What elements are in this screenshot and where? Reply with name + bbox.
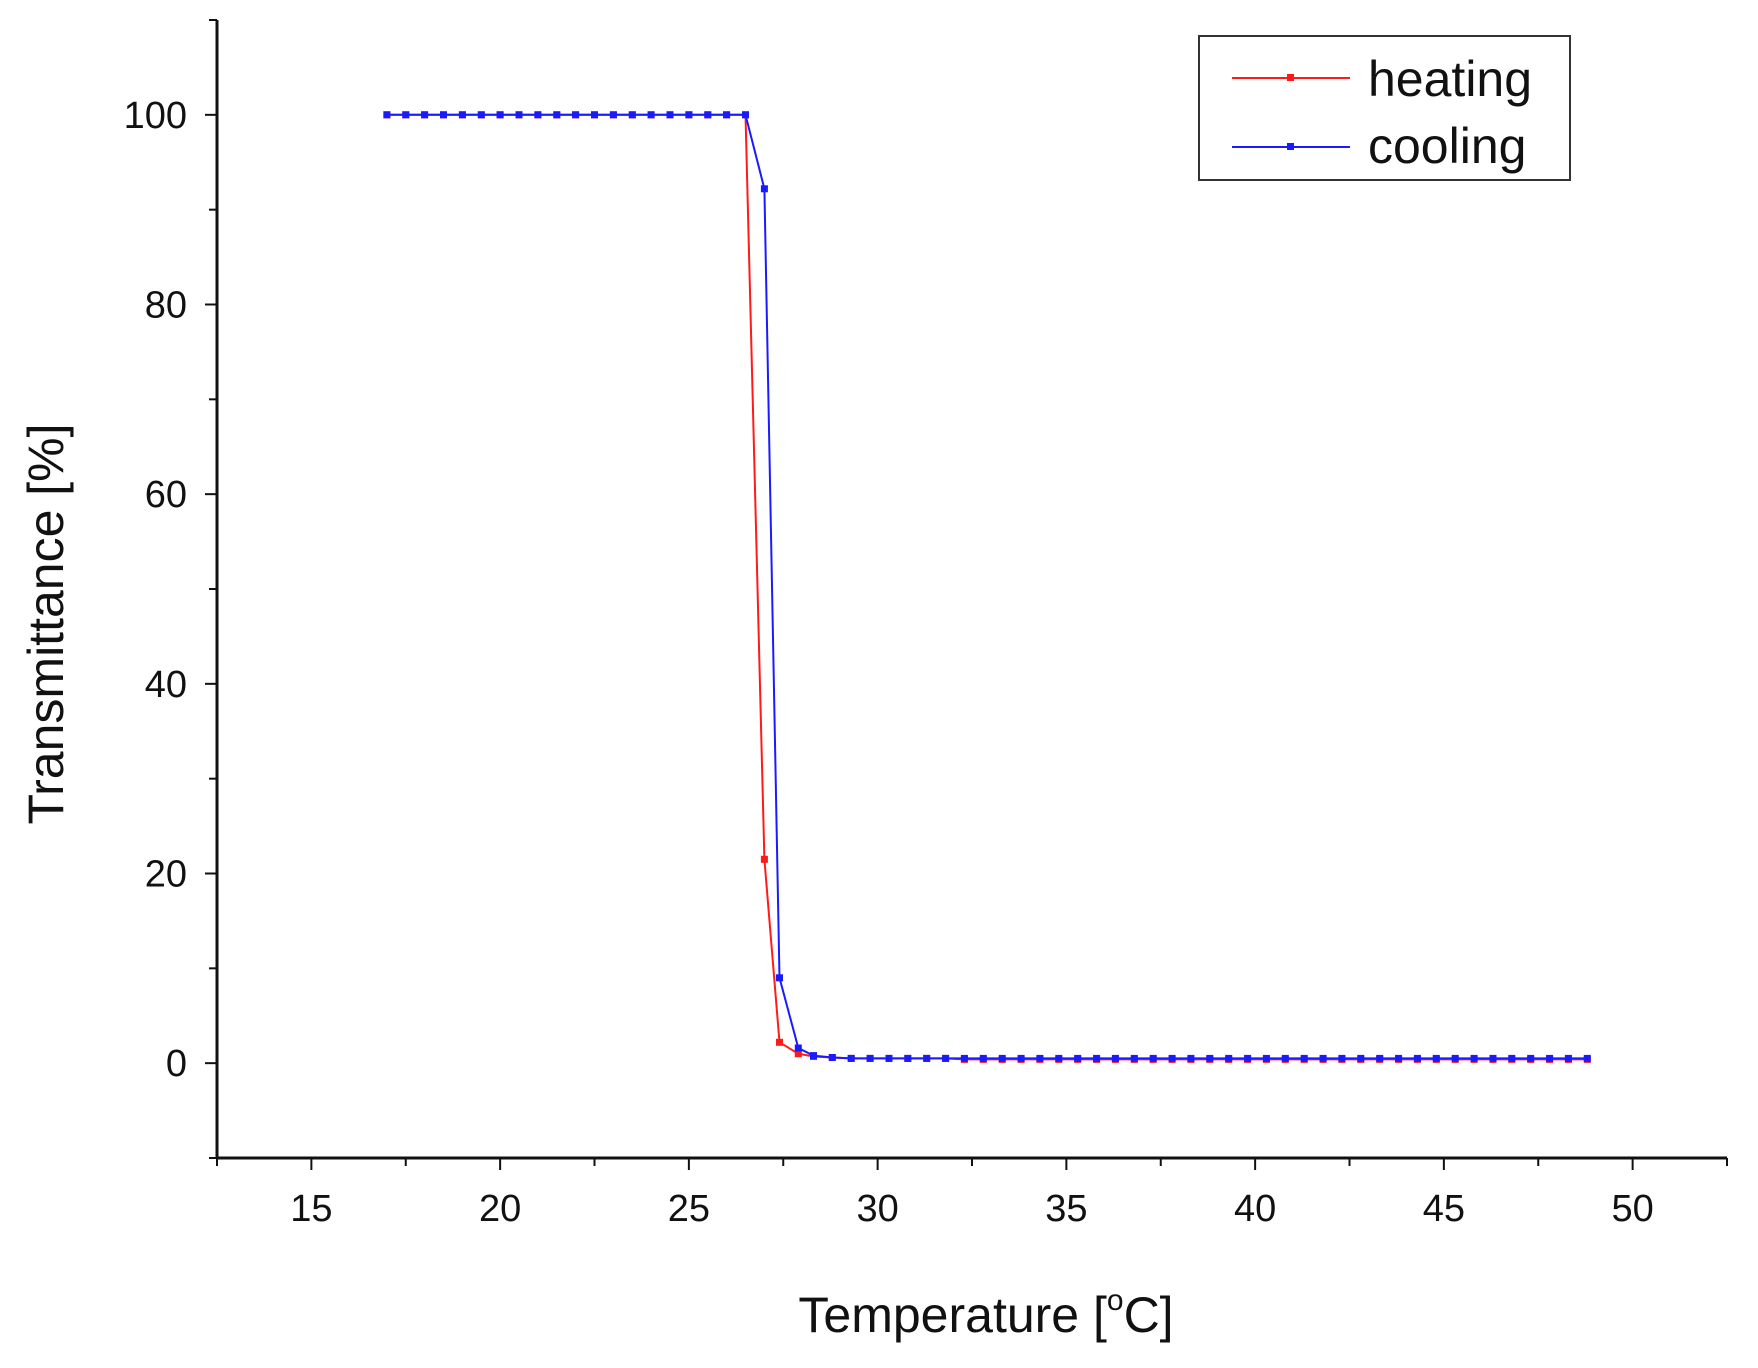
data-point-cooling: [496, 111, 504, 119]
data-point-cooling: [609, 111, 617, 119]
data-point-cooling: [1017, 1054, 1025, 1062]
data-point-cooling: [1300, 1054, 1308, 1062]
data-point-cooling: [515, 111, 523, 119]
data-point-cooling: [1281, 1054, 1289, 1062]
data-point-cooling: [647, 111, 655, 119]
data-point-cooling: [1508, 1054, 1516, 1062]
data-point-cooling: [1583, 1054, 1591, 1062]
data-point-cooling: [402, 111, 410, 119]
x-ticks: 15 20 25 30 35 40 45 50: [216, 1158, 1728, 1230]
data-point-cooling: [776, 974, 783, 982]
data-point-cooling: [1149, 1054, 1157, 1062]
data-point-cooling: [810, 1052, 817, 1060]
y-tick-label: 60: [145, 474, 187, 516]
data-point-cooling: [666, 111, 674, 119]
x-axis-title-unit: C]: [1124, 1287, 1174, 1343]
data-point-cooling: [1225, 1054, 1233, 1062]
data-point-cooling: [742, 111, 749, 119]
data-point-cooling: [421, 111, 429, 119]
legend-box: [1198, 35, 1571, 181]
data-point-cooling: [723, 111, 731, 119]
data-point-cooling: [685, 111, 693, 119]
data-point-cooling: [477, 111, 485, 119]
data-point-cooling: [1432, 1054, 1440, 1062]
data-point-cooling: [1262, 1054, 1270, 1062]
x-axis-title: Temperature [oC]: [798, 1284, 1173, 1343]
x-tick-label: 30: [856, 1188, 898, 1230]
data-point-cooling: [1489, 1054, 1497, 1062]
data-point-cooling: [1244, 1054, 1252, 1062]
data-point-cooling: [942, 1054, 950, 1062]
data-point-cooling: [960, 1054, 968, 1062]
data-point-cooling: [591, 111, 598, 119]
data-point-cooling: [847, 1054, 855, 1062]
y-tick-label: 100: [124, 95, 187, 137]
y-tick-label: 20: [145, 854, 187, 896]
data-point-cooling: [1319, 1054, 1327, 1062]
legend-cooling-label: cooling: [1368, 118, 1526, 174]
y-axis-title: Transmittance [%]: [18, 423, 74, 824]
data-point-cooling: [1187, 1054, 1195, 1062]
data-point-cooling: [1546, 1054, 1554, 1062]
legend-heating-marker: [1287, 74, 1294, 81]
data-point-cooling: [1357, 1054, 1365, 1062]
plot-series: [383, 111, 1591, 1063]
data-point-cooling: [904, 1054, 912, 1062]
data-point-cooling: [866, 1054, 874, 1062]
y-ticks: 0 20 40 60 80 100: [124, 19, 217, 1159]
data-point-cooling: [1206, 1054, 1214, 1062]
data-point-cooling: [1413, 1054, 1421, 1062]
data-point-cooling: [1395, 1054, 1403, 1062]
x-axis-title-degree: o: [1107, 1284, 1124, 1317]
data-point-cooling: [760, 185, 768, 193]
y-tick-label: 80: [145, 285, 187, 327]
y-tick-label: 40: [145, 664, 187, 706]
legend: heating cooling: [1198, 35, 1571, 181]
y-tick-label: 0: [166, 1043, 187, 1085]
x-tick-label: 35: [1045, 1188, 1087, 1230]
data-point-cooling: [998, 1054, 1006, 1062]
x-axis-title-main: Temperature [: [798, 1287, 1107, 1343]
data-point-cooling: [1130, 1054, 1138, 1062]
data-point-cooling: [628, 111, 636, 119]
data-point-cooling: [1527, 1054, 1535, 1062]
data-point-cooling: [572, 111, 580, 119]
data-point-cooling: [383, 111, 391, 119]
x-tick-label: 25: [668, 1188, 710, 1230]
x-tick-label: 20: [479, 1188, 521, 1230]
data-point-cooling: [885, 1054, 893, 1062]
x-tick-label: 50: [1611, 1188, 1653, 1230]
data-point-cooling: [1074, 1054, 1082, 1062]
x-tick-label: 40: [1234, 1188, 1276, 1230]
data-point-cooling: [1055, 1054, 1063, 1062]
data-point-cooling: [794, 1044, 802, 1052]
legend-heating-label: heating: [1368, 51, 1532, 107]
data-point-cooling: [1111, 1054, 1119, 1062]
data-point-cooling: [440, 111, 447, 119]
data-point-cooling: [534, 111, 542, 119]
x-tick-label: 15: [290, 1188, 332, 1230]
legend-cooling-marker: [1287, 143, 1294, 150]
data-point-cooling: [1338, 1054, 1346, 1062]
data-point-cooling: [1168, 1054, 1176, 1062]
data-point-cooling: [1093, 1054, 1101, 1062]
data-point-cooling: [553, 111, 561, 119]
data-point-cooling: [923, 1054, 931, 1062]
x-tick-label: 45: [1423, 1188, 1465, 1230]
data-point-cooling: [1451, 1054, 1459, 1062]
data-point-heating: [794, 1050, 802, 1058]
data-point-cooling: [458, 111, 466, 119]
data-point-cooling: [1376, 1054, 1384, 1062]
data-point-cooling: [828, 1054, 836, 1061]
data-point-cooling: [704, 111, 712, 119]
data-point-cooling: [1564, 1054, 1572, 1062]
data-point-heating: [776, 1038, 783, 1046]
data-point-heating: [760, 855, 768, 863]
data-point-cooling: [979, 1054, 987, 1062]
data-point-cooling: [1036, 1054, 1044, 1062]
data-point-cooling: [1470, 1054, 1478, 1062]
